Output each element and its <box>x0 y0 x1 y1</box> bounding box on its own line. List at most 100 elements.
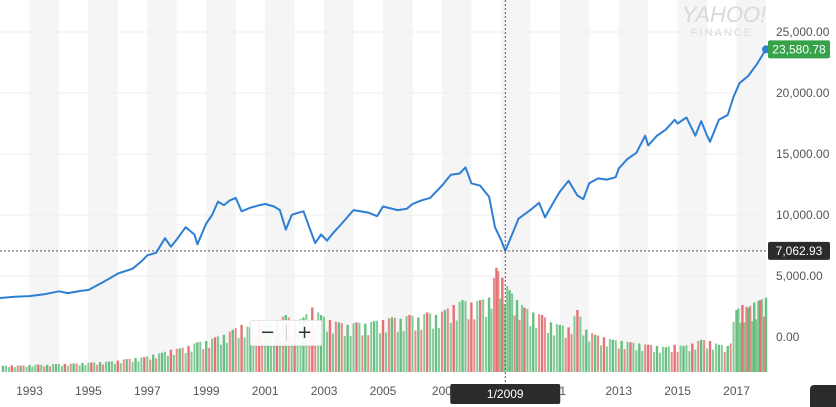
volume-bar <box>470 302 473 372</box>
volume-bar <box>529 326 532 372</box>
zoom-out-button[interactable]: − <box>259 322 276 343</box>
volume-bar <box>172 354 175 372</box>
volume-bar <box>443 310 447 372</box>
volume-bar <box>420 329 423 372</box>
volume-bar <box>585 329 588 372</box>
year-band <box>383 0 413 372</box>
volume-bar <box>538 314 541 372</box>
volume-bar <box>258 322 261 372</box>
year-band <box>677 0 708 372</box>
crosshair-value-badge <box>768 241 830 260</box>
volume-bar <box>440 311 443 372</box>
volume-bar <box>650 345 653 372</box>
volume-bar <box>540 314 544 372</box>
x-tick-label: 2015 <box>664 384 691 398</box>
volume-bar <box>160 352 164 372</box>
volume-bar <box>479 300 482 372</box>
volume-bar <box>102 364 105 372</box>
volume-bar <box>429 313 432 372</box>
volume-bar <box>255 336 258 372</box>
volume-bar <box>764 297 768 372</box>
volume-bar <box>741 305 744 372</box>
volume-bar <box>199 341 202 372</box>
volume-bar <box>492 277 495 372</box>
volume-bar <box>755 319 758 372</box>
volume-bar <box>434 314 438 372</box>
volume-bar <box>706 348 709 372</box>
x-tick-label: 1999 <box>193 384 220 398</box>
y-axis-ticks: 25,000.00 20,000.00 15,000.00 10,000.00 5,00… <box>776 25 830 344</box>
volume-bar <box>417 317 420 372</box>
volume-bar <box>723 352 726 372</box>
volume-bar <box>753 302 756 372</box>
last-price-label: 23,580.78 <box>772 42 826 56</box>
crosshair-value-label: 7,062.93 <box>776 244 823 258</box>
volume-bar <box>290 332 293 372</box>
volume-bar <box>579 316 582 372</box>
volume-bar <box>60 365 63 372</box>
volume-bar <box>131 361 134 372</box>
last-price-badge <box>768 40 830 59</box>
volume-bar <box>243 337 246 372</box>
zoom-in-button[interactable]: + <box>296 322 313 343</box>
volume-bar <box>334 321 337 372</box>
volume-bar <box>629 342 632 372</box>
volume-bar <box>1 365 5 372</box>
volume-bar <box>561 325 564 372</box>
volume-bar <box>620 341 623 372</box>
volume-bar <box>711 349 714 372</box>
volume-bar <box>523 307 526 372</box>
volume-bar <box>653 352 656 372</box>
volume-bar <box>747 307 750 372</box>
volume-bar <box>143 357 146 372</box>
volume-bar <box>252 325 255 372</box>
volume-bar <box>567 327 570 372</box>
x-tick-label: 2003 <box>311 384 338 398</box>
volume-bar <box>78 365 81 372</box>
volume-bar <box>228 331 231 372</box>
volume-bar <box>555 324 558 372</box>
volume-bar <box>511 293 514 372</box>
watermark-logo: YAHOO! FINANCE <box>682 2 766 39</box>
volume-bar <box>611 339 614 372</box>
year-band <box>441 0 472 372</box>
volume-bar <box>196 342 199 372</box>
volume-bar <box>49 366 52 372</box>
volume-bar <box>405 316 408 372</box>
volume-bar <box>57 363 60 372</box>
volume-bar <box>717 344 721 372</box>
volume-bar <box>337 322 341 372</box>
x-tick-label: 2005 <box>370 384 397 398</box>
volume-bar <box>63 363 67 372</box>
scroll-handle[interactable] <box>810 385 836 407</box>
volume-bar <box>714 343 717 372</box>
volume-bar <box>473 319 476 372</box>
volume-bar <box>387 318 390 372</box>
year-band <box>324 0 354 372</box>
x-axis-ticks: 1993199519971999200120032005200112013201… <box>16 384 750 398</box>
volume-bar <box>552 335 555 372</box>
volume-bar <box>641 350 644 372</box>
watermark-finance: FINANCE <box>691 27 753 39</box>
volume-bar <box>270 322 273 372</box>
volume-bar <box>667 346 670 372</box>
volume-bar <box>458 301 461 372</box>
volume-bar <box>231 329 234 372</box>
volume-bar <box>743 322 746 372</box>
volume-bar <box>464 300 467 372</box>
volume-bar <box>211 338 214 372</box>
volume-bar <box>72 363 75 372</box>
volume-bar <box>437 327 440 372</box>
volume-bar <box>761 299 764 372</box>
volume-bar <box>361 335 364 372</box>
volume-bar <box>661 346 664 372</box>
volume-bar <box>155 358 158 372</box>
volume-bar <box>526 309 529 372</box>
volume-bar <box>411 315 414 372</box>
volume-bar <box>326 331 329 372</box>
volume-bar <box>25 366 28 372</box>
volume-bar <box>735 310 738 372</box>
volume-bar <box>691 343 694 372</box>
